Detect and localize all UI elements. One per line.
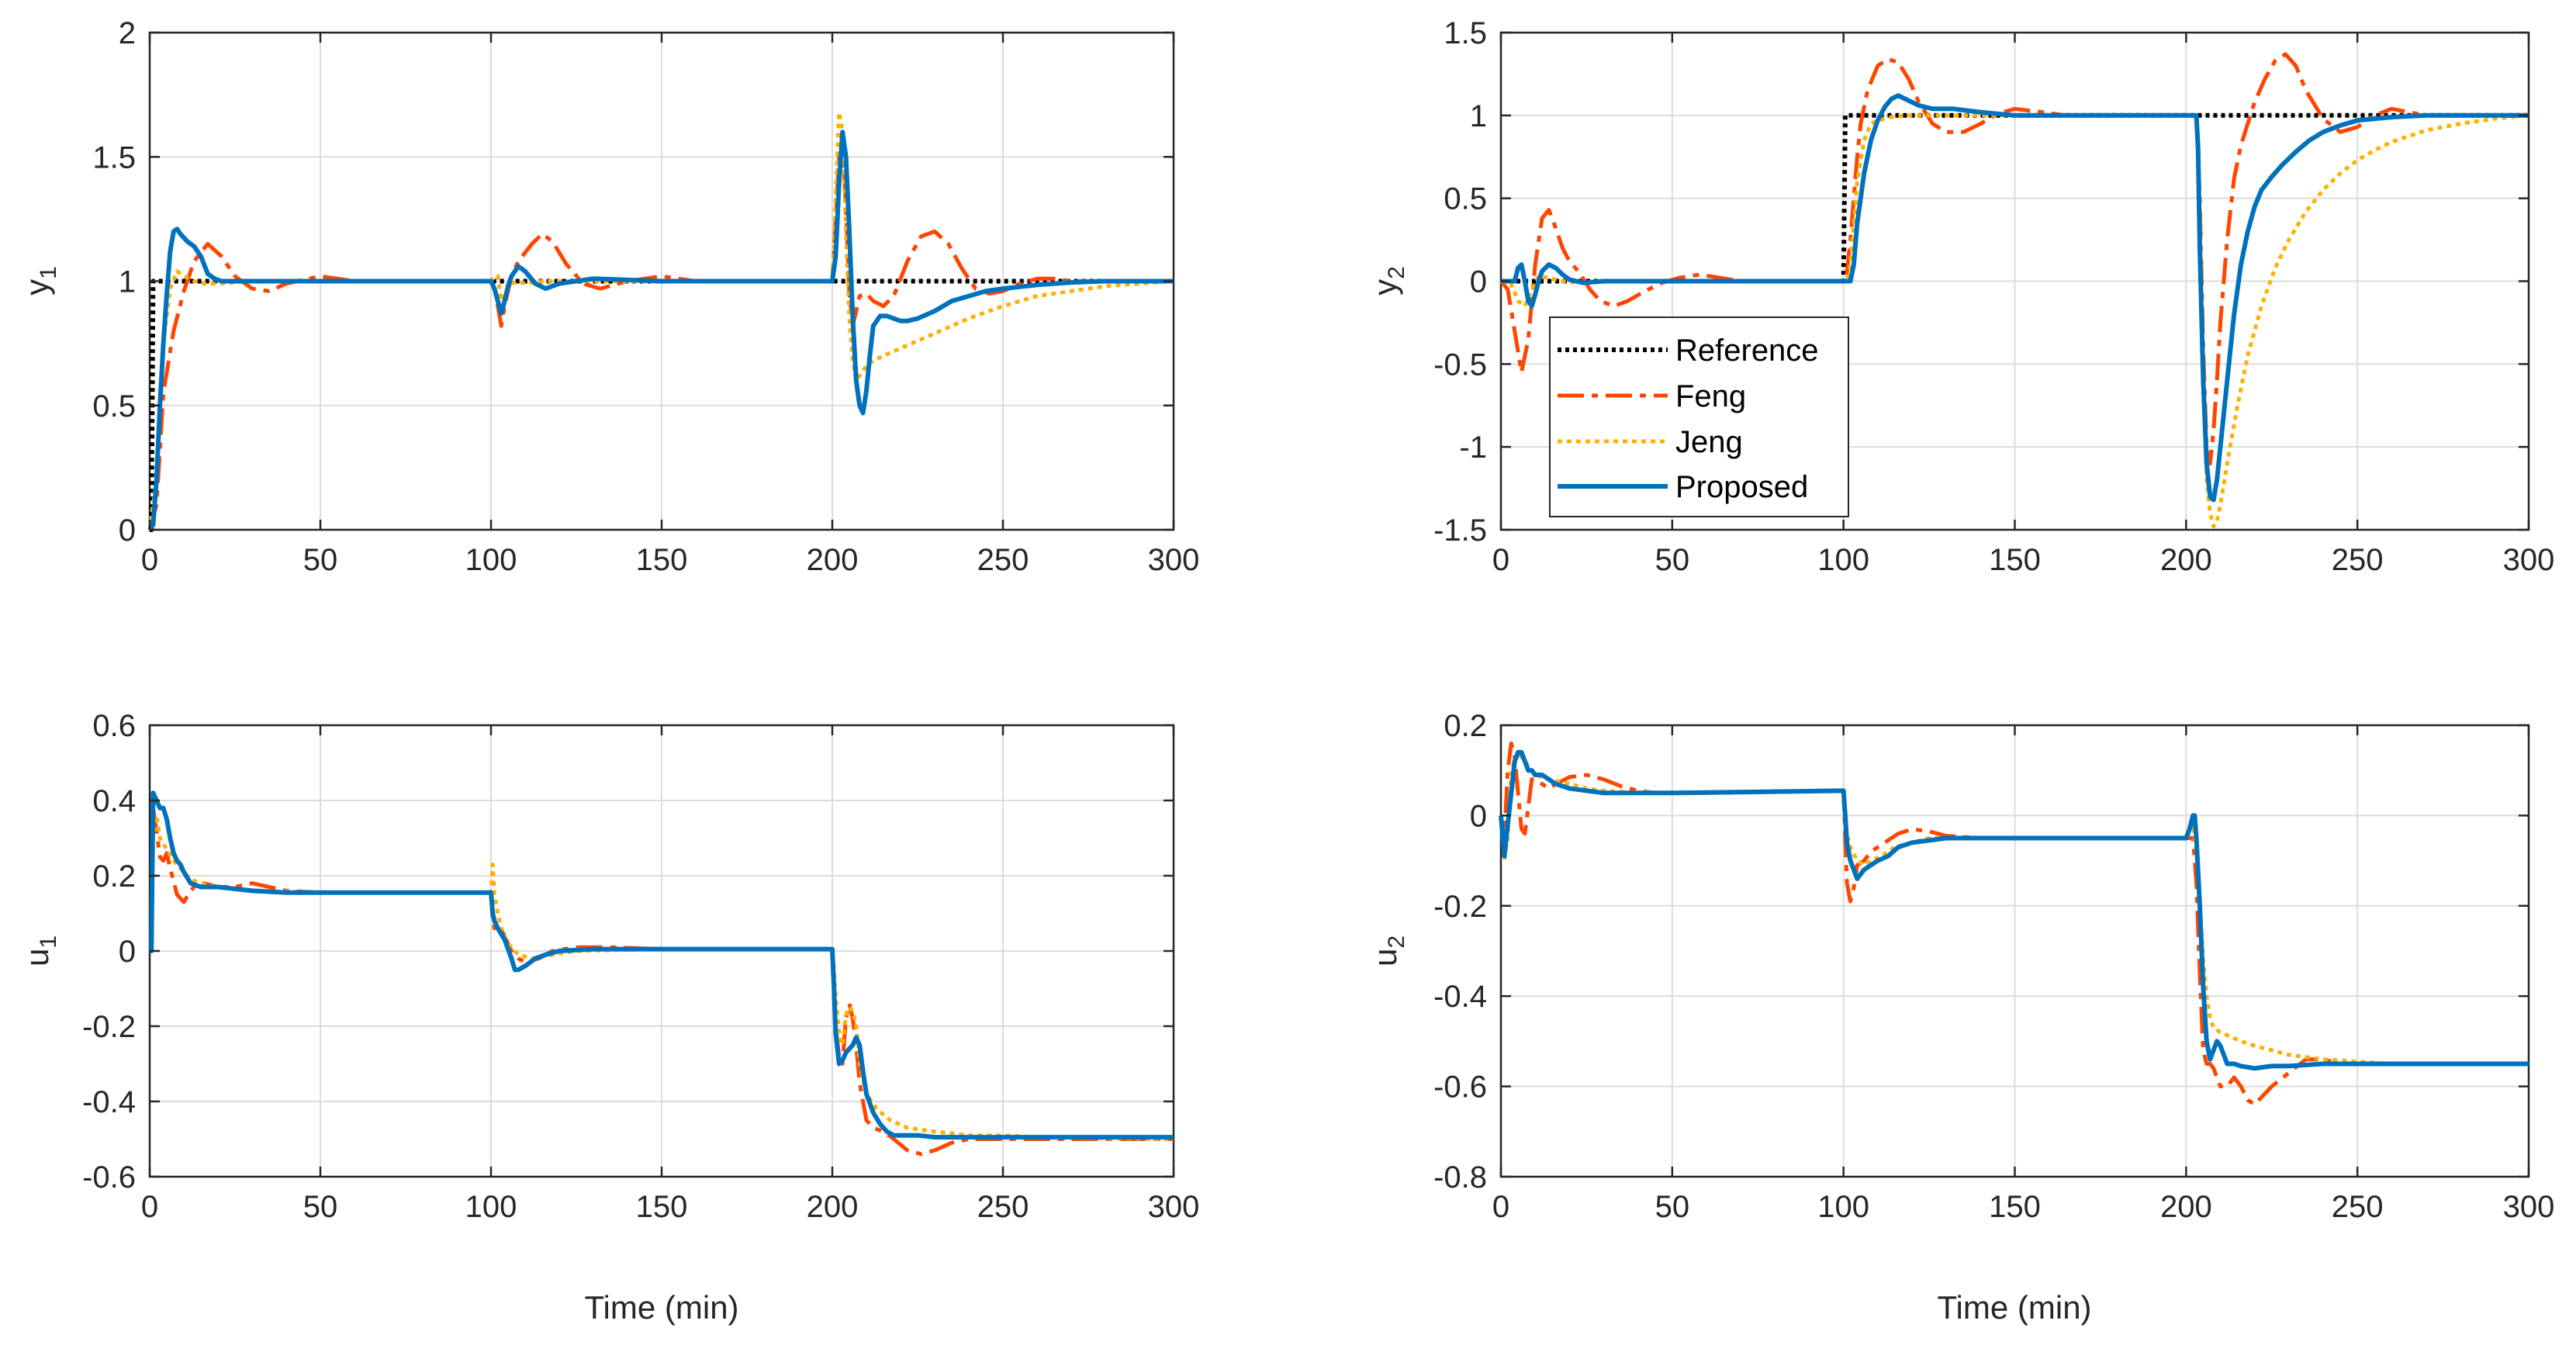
series-feng-line: [1499, 741, 2529, 1107]
x-tick-label: 300: [2503, 543, 2555, 577]
x-tick-label: 200: [2160, 543, 2212, 577]
grid-lines: [150, 33, 1174, 530]
y-tick-label: 1.5: [92, 140, 136, 175]
y-tick-label: 0: [119, 513, 136, 548]
y-tick-label: 2: [119, 16, 136, 50]
axis-ticks: 0 50 100 150 200 250 300 0 0.5 1 1.5 2: [92, 16, 1199, 577]
y-tick-label: -0.5: [1433, 347, 1487, 382]
x-tick-label: 50: [303, 543, 338, 577]
y-tick-label: -0.4: [1433, 980, 1487, 1014]
y-tick-label: 0.6: [92, 709, 136, 743]
axis-ticks: 0 50 100 150 200 250 300 -0.8 -0.6 -0.4 -0.2 0 0.2: [1433, 709, 2554, 1224]
y-tick-label: 1: [119, 265, 136, 299]
y-tick-label: -1: [1459, 430, 1487, 465]
x-tick-label: 250: [2332, 1190, 2384, 1224]
y-tick-label: -0.6: [82, 1160, 136, 1195]
series-jeng-line: [147, 110, 1174, 531]
y-axis-label: y2: [1367, 266, 1409, 296]
x-tick-label: 100: [1817, 543, 1869, 577]
series-feng-line: [1499, 52, 2529, 465]
y-tick-label: 0: [1470, 265, 1487, 299]
legend-label-jeng: Jeng: [1675, 425, 1743, 459]
legend: Reference Feng Jeng Proposed: [1549, 316, 1849, 517]
legend-label-feng: Feng: [1675, 379, 1746, 413]
x-tick-label: 250: [2332, 543, 2384, 577]
y-tick-label: 0: [119, 935, 136, 969]
x-tick-label: 50: [303, 1190, 338, 1224]
series-jeng-line: [1499, 750, 2529, 1066]
x-tick-label: 100: [465, 1190, 517, 1224]
x-tick-label: 50: [1655, 543, 1690, 577]
axis-ticks: 0 50 100 150 200 250 300 -0.6 -0.4 -0.2 0 0.2 0.4 0.6: [82, 709, 1199, 1224]
series-proposed-line: [1501, 93, 2529, 503]
y-tick-label: -0.6: [1433, 1070, 1487, 1105]
x-tick-label: 200: [2160, 1190, 2212, 1224]
x-tick-label: 0: [1492, 1190, 1509, 1224]
x-tick-label: 100: [465, 543, 517, 577]
x-axis-label: Time (min): [584, 1289, 738, 1326]
x-tick-label: 250: [977, 543, 1029, 577]
y-tick-label: 0.4: [92, 784, 136, 818]
x-tick-label: 200: [807, 1190, 859, 1224]
x-tick-label: 0: [1492, 543, 1509, 577]
y-tick-label: 0.2: [1444, 709, 1487, 743]
x-tick-label: 150: [1989, 1190, 2041, 1224]
y-tick-label: -0.8: [1433, 1160, 1487, 1195]
x-tick-label: 250: [977, 1190, 1029, 1224]
y-tick-label: 1: [1470, 99, 1487, 133]
legend-label-proposed: Proposed: [1675, 470, 1808, 504]
x-tick-label: 300: [1148, 543, 1200, 577]
series-lines: [1499, 52, 2529, 529]
y-axis-label: u2: [1367, 935, 1409, 966]
subplot-u1: 0 50 100 150 200 250 300 -0.6 -0.4 -0.2 0 0.2 0.4 0.6…: [19, 709, 1199, 1326]
y-tick-label: -0.4: [82, 1085, 136, 1119]
x-tick-label: 300: [2503, 1190, 2555, 1224]
series-proposed-line: [1499, 749, 2529, 1071]
y-tick-label: 0.2: [92, 859, 136, 894]
series-lines: [1499, 741, 2529, 1107]
x-tick-label: 50: [1655, 1190, 1690, 1224]
x-tick-label: 150: [636, 1190, 688, 1224]
x-tick-label: 0: [141, 543, 158, 577]
y-axis-label: y1: [19, 266, 61, 296]
x-tick-label: 300: [1148, 1190, 1200, 1224]
subplot-y2: 0 50 100 150 200 250 300-1.5-1-0.500.511.5 y2 …: [1367, 16, 2554, 577]
x-tick-label: 100: [1817, 1190, 1869, 1224]
series-proposed-line: [147, 130, 1174, 531]
legend-label-reference: Reference: [1675, 334, 1819, 368]
y-tick-label: -1.5: [1433, 513, 1487, 548]
x-tick-label: 150: [1989, 543, 2041, 577]
y-tick-label: 1.5: [1444, 16, 1487, 50]
subplot-y1: 0 50 100 150 200 250 300 0 0.5 1 1.5 2 y1: [19, 16, 1199, 577]
x-tick-label: 0: [141, 1190, 158, 1224]
series-proposed-line: [149, 790, 1174, 1140]
series-lines: [149, 790, 1174, 1157]
grid-lines: [1501, 725, 2529, 1177]
y-axis-label: u1: [19, 935, 61, 966]
x-tick-label: 150: [636, 543, 688, 577]
y-tick-label: 0: [1470, 799, 1487, 833]
y-tick-label: 0.5: [92, 389, 136, 424]
subplot-u2: 0 50 100 150 200 250 300 -0.8 -0.6 -0.4 -0.2 0 0.2 u…: [1367, 709, 2554, 1326]
x-axis-label: Time (min): [1937, 1289, 2091, 1326]
x-tick-label: 200: [807, 543, 859, 577]
y-tick-label: 0.5: [1444, 182, 1487, 216]
axis-ticks: 0 50 100 150 200 250 300 -1.5 -1 -0.5 0 0.5 1 1.5: [1433, 16, 2554, 577]
y-tick-label: -0.2: [1433, 890, 1487, 924]
y-tick-label: -0.2: [82, 1010, 136, 1044]
